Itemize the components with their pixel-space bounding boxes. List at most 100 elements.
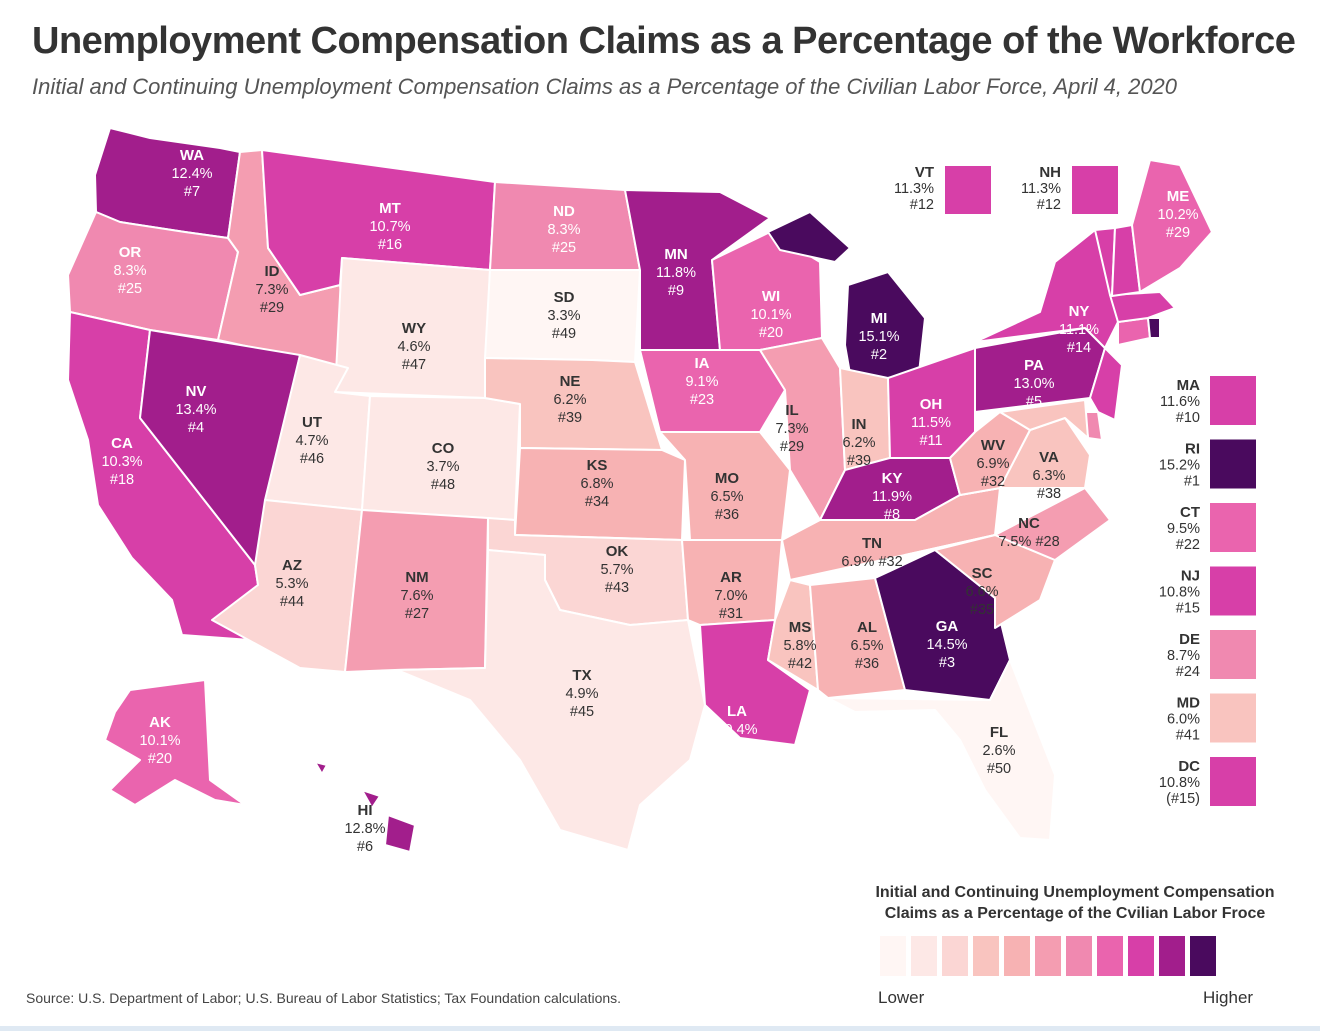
state-label-ca: CA 10.3% #18	[101, 435, 142, 488]
state-label-sc: SC 6.6% #35	[965, 565, 998, 618]
state-label-wa: WA 12.4% #7	[171, 147, 212, 200]
side-swatch-nj	[1210, 566, 1256, 616]
legend-title-line-1: Initial and Continuing Unemployment Comp…	[875, 884, 1275, 901]
state-label-co: CO 3.7% #48	[426, 440, 459, 493]
state-label-az: AZ 5.3% #44	[275, 557, 308, 610]
state-label-il: IL 7.3% #29	[775, 402, 808, 455]
state-label-ms: MS 5.8% #42	[783, 619, 816, 672]
side-label-dc: DC 10.8% (#15)	[1159, 758, 1200, 807]
state-label-ne: NE 6.2% #39	[553, 373, 586, 426]
state-label-la: LA 10.4% #17	[716, 703, 757, 756]
state-shape-ri	[1147, 317, 1161, 339]
bottom-rule	[0, 1026, 1320, 1031]
side-swatch-dc	[1210, 757, 1256, 806]
state-labels: WA 12.4% #7 OR 8.3% #25 CA 10.3% #18 ID 7.3% #29 NV 1…	[101, 147, 1198, 855]
state-label-nv: NV 13.4% #4	[175, 383, 216, 436]
state-label-mi: MI 15.1% #2	[858, 310, 899, 363]
state-shape-ak	[104, 679, 246, 806]
legend-swatch-2	[911, 936, 937, 976]
side-label-de: DE 8.7% #24	[1167, 631, 1200, 680]
callout-label-nh: NH 11.3% #12	[1021, 164, 1061, 213]
state-shape-tx	[394, 549, 706, 851]
legend-swatch-7	[1066, 936, 1092, 976]
side-box-de: DE 8.7% #24	[1167, 630, 1256, 680]
state-label-hi: HI 12.8% #6	[344, 802, 385, 855]
state-label-ar: AR 7.0% #31	[714, 569, 747, 622]
side-label-ma: MA 11.6% #10	[1160, 377, 1200, 426]
state-label-in: IN 6.2% #39	[842, 416, 875, 469]
state-label-nm: NM 7.6% #27	[400, 569, 433, 622]
state-label-al: AL 6.5% #36	[850, 619, 883, 672]
side-label-nj: NJ 10.8% #15	[1159, 568, 1200, 617]
state-label-wy: WY 4.6% #47	[397, 320, 430, 373]
legend-swatch-3	[942, 936, 968, 976]
state-label-sd: SD 3.3% #49	[547, 289, 580, 342]
state-shape-hi	[384, 814, 416, 853]
state-label-wv: WV 6.9% #32	[976, 437, 1009, 490]
page-title: Unemployment Compensation Claims as a Pe…	[32, 20, 1296, 62]
state-shape-md	[999, 399, 1089, 439]
side-swatch-de	[1210, 630, 1256, 679]
side-swatch-md	[1210, 693, 1256, 743]
state-label-nc: NC 7.5% #28	[998, 515, 1059, 550]
state-label-mo: MO 6.5% #36	[710, 470, 743, 523]
side-box-ct: CT 9.5% #22	[1167, 503, 1256, 553]
state-label-oh: OH 11.5% #11	[911, 396, 951, 449]
state-label-ny: NY 11.1% #14	[1059, 303, 1099, 356]
legend-swatch-4	[973, 936, 999, 976]
state-label-fl: FL 2.6% #50	[982, 724, 1015, 777]
state-shape-ma	[1109, 291, 1176, 323]
state-shape-ia	[639, 349, 786, 433]
state-label-pa: PA 13.0% #5	[1013, 357, 1054, 410]
state-shape-al	[809, 577, 906, 699]
state-label-nd: ND 8.3% #25	[547, 203, 580, 256]
state-label-mn: MN 11.8% #9	[656, 246, 696, 299]
state-label-tn: TN 6.9% #32	[841, 535, 902, 570]
callout-vt: VT 11.3% #12	[894, 164, 991, 214]
side-box-ri: RI 15.2% #1	[1159, 439, 1256, 490]
state-label-ok: OK 5.7% #43	[600, 543, 633, 596]
state-label-va: VA 6.3% #38	[1032, 449, 1065, 502]
page-subtitle: Initial and Continuing Unemployment Comp…	[32, 74, 1178, 99]
state-label-ia: IA 9.1% #23	[685, 355, 718, 408]
legend-swatches	[880, 936, 1216, 976]
side-box-dc: DC 10.8% (#15)	[1159, 757, 1256, 807]
side-box-md: MD 6.0% #41	[1167, 693, 1256, 744]
callout-swatch-vt	[945, 166, 991, 214]
state-shape-hi	[361, 789, 381, 809]
side-swatch-ri	[1210, 439, 1256, 489]
state-shape-mi	[767, 211, 851, 263]
side-swatch-ma	[1210, 376, 1256, 425]
state-label-id: ID 7.3% #29	[255, 263, 288, 316]
northeast-callouts: VT 11.3% #12 NH 11.3% #12	[894, 164, 1118, 214]
state-shape-nc	[904, 487, 1111, 561]
side-box-nj: NJ 10.8% #15	[1159, 566, 1256, 617]
state-label-or: OR 8.3% #25	[113, 244, 146, 297]
legend-title: Initial and Continuing Unemployment Comp…	[850, 882, 1300, 924]
legend-swatch-5	[1004, 936, 1030, 976]
state-shape-me	[1131, 159, 1213, 293]
legend-swatch-8	[1097, 936, 1123, 976]
side-label-md: MD 6.0% #41	[1167, 695, 1200, 744]
legend-low-label: Lower	[878, 988, 925, 1007]
source-note: Source: U.S. Department of Labor; U.S. B…	[26, 990, 622, 1006]
legend-title-line-2: Claims as a Percentage of the Cvilian La…	[884, 905, 1266, 922]
legend-swatch-11	[1190, 936, 1216, 976]
legend-high-label: Higher	[1203, 988, 1254, 1007]
state-shape-hi	[314, 761, 328, 775]
state-label-ky: KY 11.9% #8	[872, 470, 912, 523]
state-shape-nj	[1089, 347, 1123, 421]
side-swatch-ct	[1210, 503, 1256, 552]
state-label-ks: KS 6.8% #34	[580, 457, 613, 510]
state-label-wi: WI 10.1% #20	[750, 288, 791, 341]
state-shapes	[67, 127, 1213, 853]
state-label-tx: TX 4.9% #45	[565, 667, 598, 720]
state-label-me: ME 10.2% #29	[1157, 188, 1198, 241]
callout-label-vt: VT 11.3% #12	[894, 164, 934, 213]
state-label-ga: GA 14.5% #3	[926, 618, 967, 671]
legend-swatch-9	[1128, 936, 1154, 976]
side-box-ma: MA 11.6% #10	[1160, 376, 1256, 426]
legend-swatch-1	[880, 936, 906, 976]
state-label-ut: UT 4.7% #46	[295, 414, 328, 467]
